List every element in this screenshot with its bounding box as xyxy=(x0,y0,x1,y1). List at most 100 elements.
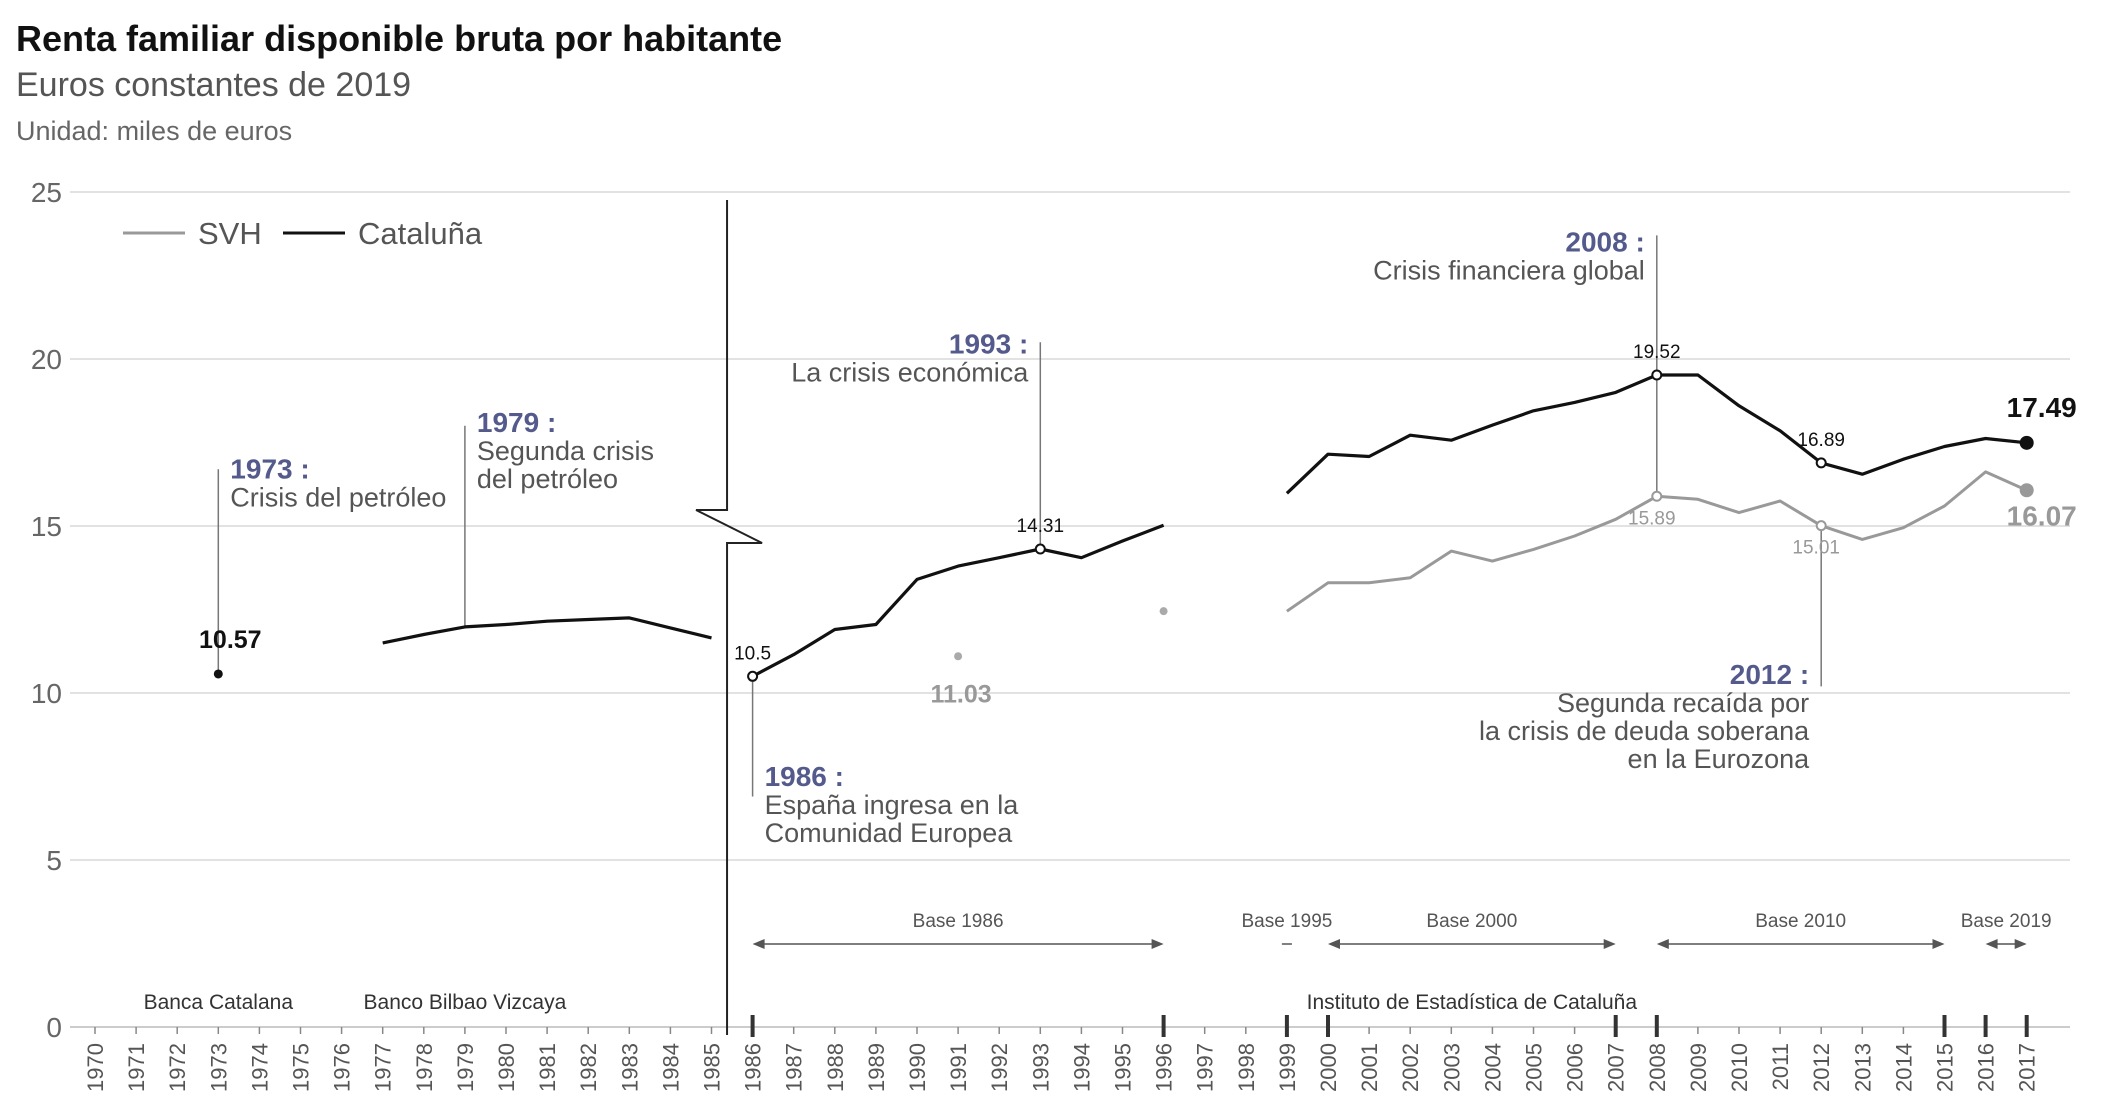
series-break-line xyxy=(695,200,763,1035)
event-description: la crisis de deuda soberana xyxy=(1479,716,1810,746)
value-label-cataluna: 14.31 xyxy=(1017,516,1065,537)
source-label: Banco Bilbao Vizcaya xyxy=(364,991,567,1014)
base-arrow-left xyxy=(752,939,765,949)
value-label-cataluna: 17.49 xyxy=(2007,392,2077,423)
event-year-label: 1986 : xyxy=(765,761,844,792)
x-tick-label: 2013 xyxy=(1850,1043,1875,1092)
event-year-label: 1973 : xyxy=(230,454,309,485)
y-tick-label: 15 xyxy=(31,511,62,542)
base-arrow-left xyxy=(1656,939,1669,949)
x-tick-label: 2011 xyxy=(1768,1043,1793,1090)
event-description: en la Eurozona xyxy=(1628,744,1811,774)
x-tick-label: 1971 xyxy=(124,1043,149,1092)
x-tick-label: 1974 xyxy=(247,1043,272,1092)
x-tick-label: 1972 xyxy=(165,1043,190,1092)
x-tick-label: 2007 xyxy=(1604,1043,1629,1092)
value-label-cataluna: 10.57 xyxy=(199,626,262,654)
event-year-label: 2008 : xyxy=(1565,226,1644,257)
base-arrow-right xyxy=(2014,939,2027,949)
event-year-label: 1979 : xyxy=(477,407,556,438)
event-description: Segunda crisis xyxy=(477,436,654,466)
value-label-cataluna: 16.89 xyxy=(1797,430,1845,451)
chart-title: Renta familiar disponible bruta por habi… xyxy=(16,18,783,59)
source-label: Banca Catalana xyxy=(144,991,294,1014)
legend-label-svh: SVH xyxy=(198,216,262,251)
base-arrow-right xyxy=(1151,939,1164,949)
x-tick-label: 2010 xyxy=(1727,1043,1752,1092)
x-tick-label: 1984 xyxy=(658,1043,683,1092)
base-label: Base 2000 xyxy=(1426,911,1517,932)
base-arrow-left xyxy=(1328,939,1340,949)
highlight-marker-svh xyxy=(1651,490,1663,502)
event-description: Crisis financiera global xyxy=(1373,255,1645,285)
x-tick-label: 1996 xyxy=(1152,1043,1177,1092)
data-point-svh xyxy=(1159,607,1168,616)
x-tick-label: 2009 xyxy=(1686,1043,1711,1092)
x-tick-label: 1997 xyxy=(1193,1043,1218,1092)
x-tick-label: 1976 xyxy=(330,1043,355,1092)
series-line-cataluna xyxy=(751,523,1165,678)
end-marker-svh xyxy=(2019,483,2034,498)
x-tick-label: 1978 xyxy=(412,1043,437,1092)
x-tick-label: 1973 xyxy=(206,1043,231,1092)
value-label-svh: 16.07 xyxy=(2007,500,2077,531)
x-tick-label: 1994 xyxy=(1069,1043,1094,1092)
x-tick-label: 2004 xyxy=(1480,1043,1505,1092)
x-tick-label: 1979 xyxy=(453,1043,478,1092)
event-description: Crisis del petróleo xyxy=(230,483,446,513)
x-tick-label: 1977 xyxy=(371,1043,396,1092)
base-arrow-right xyxy=(1603,939,1616,949)
x-tick-label: 1988 xyxy=(823,1043,848,1092)
x-tick-label: 1985 xyxy=(700,1043,725,1092)
x-tick-label: 2017 xyxy=(2015,1043,2040,1092)
x-tick-label: 1995 xyxy=(1111,1043,1136,1092)
base-arrow-right xyxy=(1932,939,1945,949)
x-tick-label: 1983 xyxy=(617,1043,642,1092)
y-tick-label: 10 xyxy=(31,678,62,709)
x-tick-label: 1982 xyxy=(576,1043,601,1092)
x-tick-label: 2016 xyxy=(1974,1043,1999,1092)
event-description: Segunda recaída por xyxy=(1557,688,1809,718)
series-line-cataluna xyxy=(382,616,712,645)
highlight-marker-cataluna xyxy=(1651,369,1663,381)
data-point-cataluna xyxy=(213,669,223,679)
base-label: Base 2019 xyxy=(1961,911,2052,932)
data-point-svh xyxy=(954,652,963,661)
y-tick-label: 25 xyxy=(31,177,62,208)
x-tick-label: 2003 xyxy=(1439,1043,1464,1092)
highlight-marker-svh xyxy=(1815,520,1827,532)
x-tick-label: 1975 xyxy=(289,1043,314,1092)
value-label-svh: 11.03 xyxy=(931,681,992,709)
chart-unit: Unidad: miles de euros xyxy=(16,116,293,146)
event-description: España ingresa en la xyxy=(765,790,1020,820)
value-label-svh: 15.89 xyxy=(1628,508,1676,529)
x-tick-label: 1992 xyxy=(987,1043,1012,1092)
value-label-svh: 15.01 xyxy=(1792,538,1840,559)
x-tick-label: 2002 xyxy=(1398,1043,1423,1092)
highlight-marker-cataluna xyxy=(747,670,759,682)
x-tick-label: 2012 xyxy=(1809,1043,1834,1092)
x-tick-label: 2014 xyxy=(1891,1043,1916,1092)
chart-subtitle: Euros constantes de 2019 xyxy=(16,66,412,104)
x-tick-label: 1970 xyxy=(83,1043,108,1092)
x-tick-label: 2008 xyxy=(1645,1043,1670,1092)
event-year-label: 1993 : xyxy=(949,328,1028,359)
x-tick-label: 2006 xyxy=(1563,1043,1588,1092)
event-description: Comunidad Europea xyxy=(765,818,1014,848)
x-tick-label: 2001 xyxy=(1357,1043,1382,1092)
x-tick-label: 1990 xyxy=(905,1043,930,1092)
y-tick-label: 5 xyxy=(46,845,62,876)
x-tick-label: 1991 xyxy=(946,1043,971,1092)
x-tick-label: 1999 xyxy=(1275,1043,1300,1092)
event-description: La crisis económica xyxy=(791,357,1029,387)
x-tick-label: 1987 xyxy=(782,1043,807,1092)
base-arrow-left xyxy=(1985,939,1998,949)
x-tick-label: 1981 xyxy=(535,1043,560,1092)
base-label: Base 2010 xyxy=(1755,911,1846,932)
x-tick-label: 1980 xyxy=(494,1043,519,1092)
x-tick-label: 2000 xyxy=(1316,1043,1341,1092)
value-label-cataluna: 10.5 xyxy=(734,643,771,664)
base-label: Base 1995 xyxy=(1241,911,1332,932)
highlight-marker-cataluna xyxy=(1815,457,1827,469)
